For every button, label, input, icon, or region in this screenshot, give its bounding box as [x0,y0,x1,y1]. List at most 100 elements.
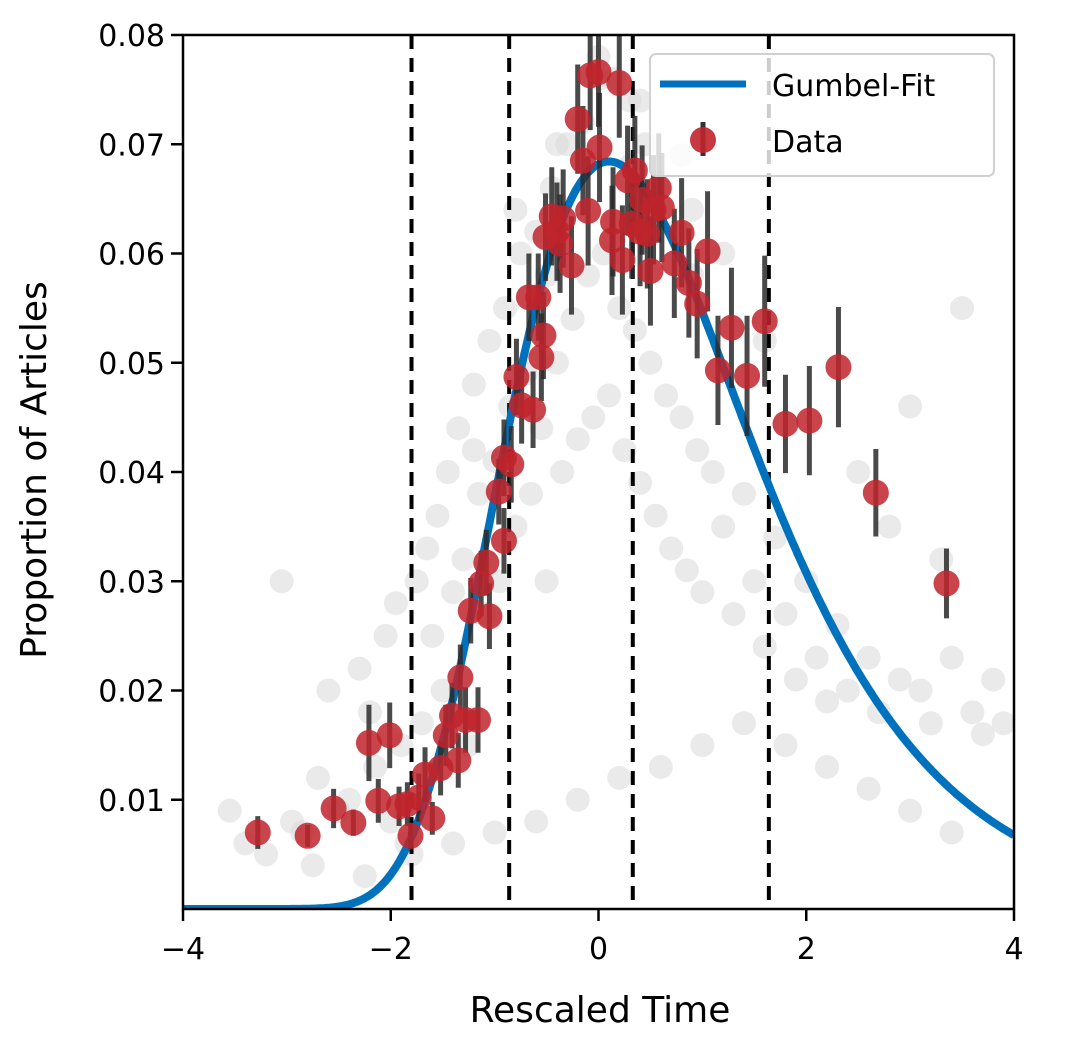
background-point [430,678,455,703]
data-point [376,722,403,749]
data-point [294,822,321,849]
background-point [846,460,871,484]
background-point [612,438,637,463]
background-point [669,405,694,430]
background-point [981,667,1006,692]
background-point [742,569,767,594]
data-point [772,410,799,437]
data-point [476,603,503,630]
data-point [621,157,648,184]
data-point [718,314,745,341]
background-point [451,547,476,572]
background-point [383,591,408,616]
background-point [685,438,710,463]
data-point [465,706,492,733]
data-point [520,396,547,423]
background-point [877,514,902,539]
y-tick-label: 0.04 [98,456,165,491]
background-point [461,438,486,463]
data-point [634,220,661,247]
data-point [528,344,555,371]
data-point [694,238,721,265]
data-point [564,106,591,133]
y-tick-label: 0.08 [98,19,165,54]
x-tick-label: 0 [589,932,608,967]
data-point [575,197,602,224]
data-point [606,70,633,97]
background-point [856,645,881,670]
data-point [530,322,557,349]
y-tick-label: 0.03 [98,565,165,600]
background-point [960,700,985,725]
background-point [856,776,881,801]
background-point [461,372,486,397]
data-point [558,252,585,279]
data-point [525,284,552,311]
data-points-layer [244,35,960,849]
background-point [622,317,647,342]
background-point [950,296,975,321]
background-point [409,711,434,736]
background-point [654,383,679,408]
background-point [939,820,964,845]
background-point [679,197,704,222]
data-point [645,174,672,201]
y-tick-label: 0.06 [98,238,165,273]
data-point [586,134,613,161]
y-tick-label: 0.01 [98,784,165,819]
background-point [373,623,398,648]
x-tick-label: 4 [1004,932,1023,967]
background-point [638,350,663,375]
background-point [898,798,923,823]
background-point [970,722,995,747]
data-point [862,479,889,506]
x-axis-ticks: −4 −2 0 2 4 [161,909,1024,967]
background-point [524,809,549,834]
background-point [269,569,294,594]
background-point [404,569,429,594]
background-point [711,514,736,539]
data-point [405,784,432,811]
data-point [609,247,636,274]
legend-label-fit: Gumbel-Fit [772,69,936,104]
data-point [751,308,778,335]
background-point [783,667,808,692]
background-point [731,481,756,506]
data-point [419,805,446,832]
y-tick-label: 0.05 [98,347,165,382]
data-point [550,205,577,232]
data-point [547,230,574,257]
background-point [425,503,450,528]
y-tick-label: 0.02 [98,675,165,710]
background-point [918,711,943,736]
data-point [447,664,474,691]
background-point [493,296,518,321]
legend-marker-swatch [690,127,716,153]
background-point [929,547,954,572]
background-point [648,754,673,779]
background-point [503,197,528,222]
background-point [487,569,512,594]
data-point [684,290,711,317]
background-point [773,733,798,758]
data-point [661,250,688,277]
background-point [347,656,372,681]
background-point [441,831,466,856]
background-point [659,536,684,561]
background-point [441,580,466,605]
data-point [490,527,517,554]
y-tick-label: 0.07 [98,128,165,163]
background-point [674,558,699,583]
background-point [518,481,543,506]
background-point [477,328,502,353]
background-point [596,383,621,408]
data-point [734,362,761,389]
background-point [352,864,377,889]
data-point [933,570,960,597]
data-point [796,407,823,434]
data-point [355,729,382,756]
background-point [690,733,715,758]
background-point [300,853,325,878]
data-point [675,269,702,296]
y-axis-label: Proportion of Articles [14,281,55,659]
